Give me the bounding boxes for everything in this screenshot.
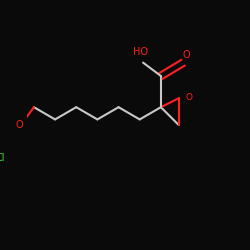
Text: Cl: Cl <box>0 153 5 163</box>
Text: HO: HO <box>133 47 148 57</box>
Text: O: O <box>183 50 190 60</box>
Text: O: O <box>16 120 23 130</box>
Text: O: O <box>186 93 192 102</box>
